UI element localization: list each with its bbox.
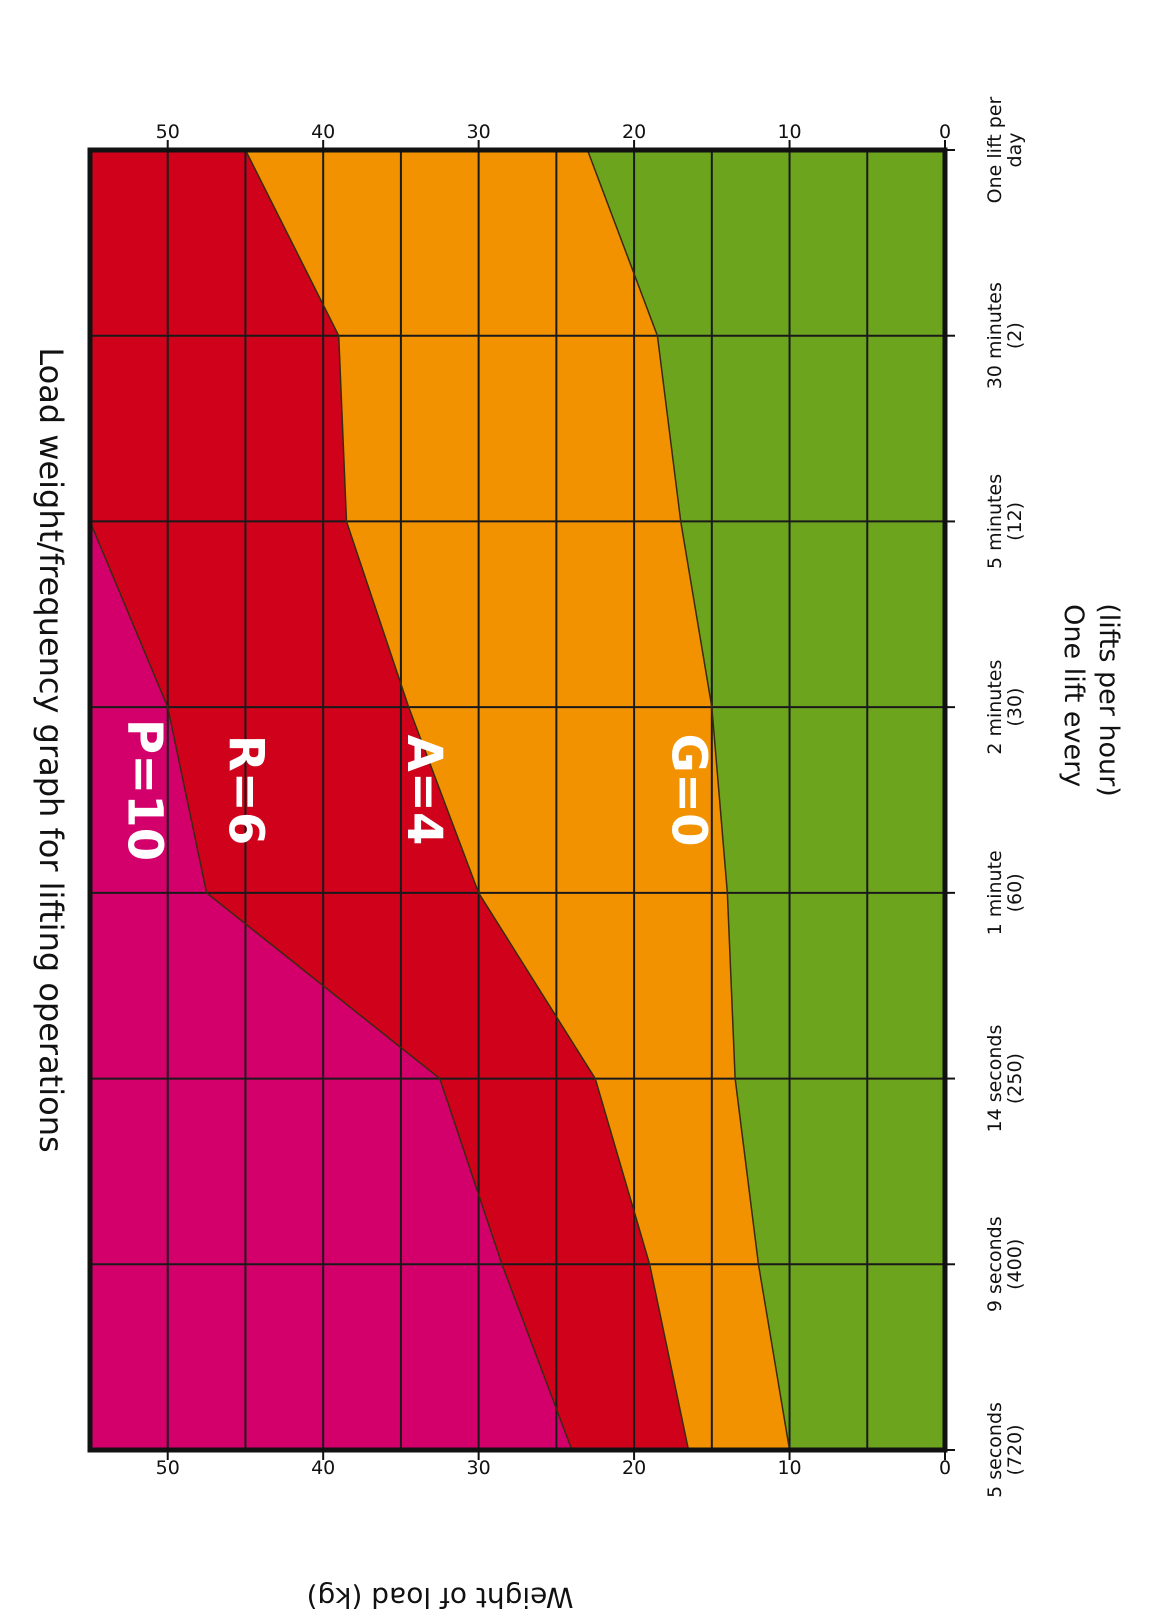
y-tick-label: 50	[156, 121, 180, 143]
x-category-line1: 5 seconds	[984, 1402, 1006, 1498]
zone-label-r: R=6	[217, 735, 273, 846]
x-category-line2: (720)	[1004, 1424, 1026, 1475]
x-axis-label-line2: (lifts per hour)	[1093, 603, 1124, 797]
x-category-line2: (2)	[1004, 322, 1026, 349]
x-category-line1: 2 minutes	[984, 660, 1006, 755]
y-tick-label: 40	[311, 1457, 335, 1479]
x-category-label: 9 seconds(400)	[984, 1216, 1026, 1312]
x-category-line1: 5 minutes	[984, 474, 1006, 569]
x-category-line1: 1 minute	[984, 850, 1006, 935]
x-category-line1: 9 seconds	[984, 1216, 1006, 1312]
zone-label-a: A=4	[396, 735, 452, 846]
x-category-line2: day	[1004, 133, 1026, 168]
y-tick-label: 10	[777, 121, 801, 143]
x-category-line2: (400)	[1004, 1239, 1026, 1290]
plot-frame	[87, 147, 948, 1453]
zone-p	[90, 150, 572, 1450]
x-category-line2: (250)	[1004, 1053, 1026, 1104]
x-category-label: 14 seconds(250)	[984, 1025, 1026, 1133]
x-axis-label: One lift every (lifts per hour)	[1058, 603, 1124, 797]
y-tick-label: 0	[939, 121, 951, 143]
grid-lines	[90, 150, 945, 1450]
zone-g	[587, 150, 945, 1450]
y-tick-label: 0	[939, 1457, 951, 1479]
y-tick-label: 30	[467, 1457, 491, 1479]
zone-r	[90, 150, 689, 1450]
x-category-line2: (30)	[1004, 688, 1026, 727]
zone-label-p: P=10	[116, 719, 172, 861]
y-axis-label: Weight of load (kg)	[307, 1581, 574, 1614]
y-tick-label: 20	[622, 1457, 646, 1479]
x-category-label: 2 minutes(30)	[984, 660, 1026, 755]
x-category-line1: 14 seconds	[984, 1025, 1006, 1133]
y-tick-label: 40	[311, 121, 335, 143]
x-category-label: 5 seconds(720)	[984, 1402, 1026, 1498]
x-category-label: 1 minute(60)	[984, 850, 1026, 935]
x-category-line2: (12)	[1004, 502, 1026, 541]
y-tick-label: 20	[622, 121, 646, 143]
x-axis-ticks: One lift perday 30 minutes(2) 5 minutes(12…	[945, 96, 1026, 1498]
y-axis-ticks: 0 0 10 10 20 20 30 30 40 40 50 50	[156, 121, 951, 1479]
chart-title: Load weight/frequency graph for lifting …	[32, 347, 70, 1152]
x-category-label: 30 minutes(2)	[984, 282, 1026, 389]
x-category-line2: (60)	[1004, 873, 1026, 912]
boundary-line	[244, 149, 690, 1451]
y-tick-label: 30	[467, 121, 491, 143]
zone-a	[245, 150, 790, 1450]
x-axis-label-line1: One lift every	[1058, 604, 1089, 787]
x-category-label: One lift perday	[984, 96, 1026, 203]
boundary-line	[586, 149, 791, 1451]
zone-label-g: G=0	[661, 733, 717, 846]
y-tick-label: 50	[156, 1457, 180, 1479]
zone-labels: G=0 A=4 R=6 P=10	[116, 719, 716, 861]
x-category-label: 5 minutes(12)	[984, 474, 1026, 569]
y-tick-label: 10	[777, 1457, 801, 1479]
zone-areas	[90, 150, 945, 1450]
x-category-line1: One lift per	[984, 96, 1006, 203]
x-category-line1: 30 minutes	[984, 282, 1006, 389]
